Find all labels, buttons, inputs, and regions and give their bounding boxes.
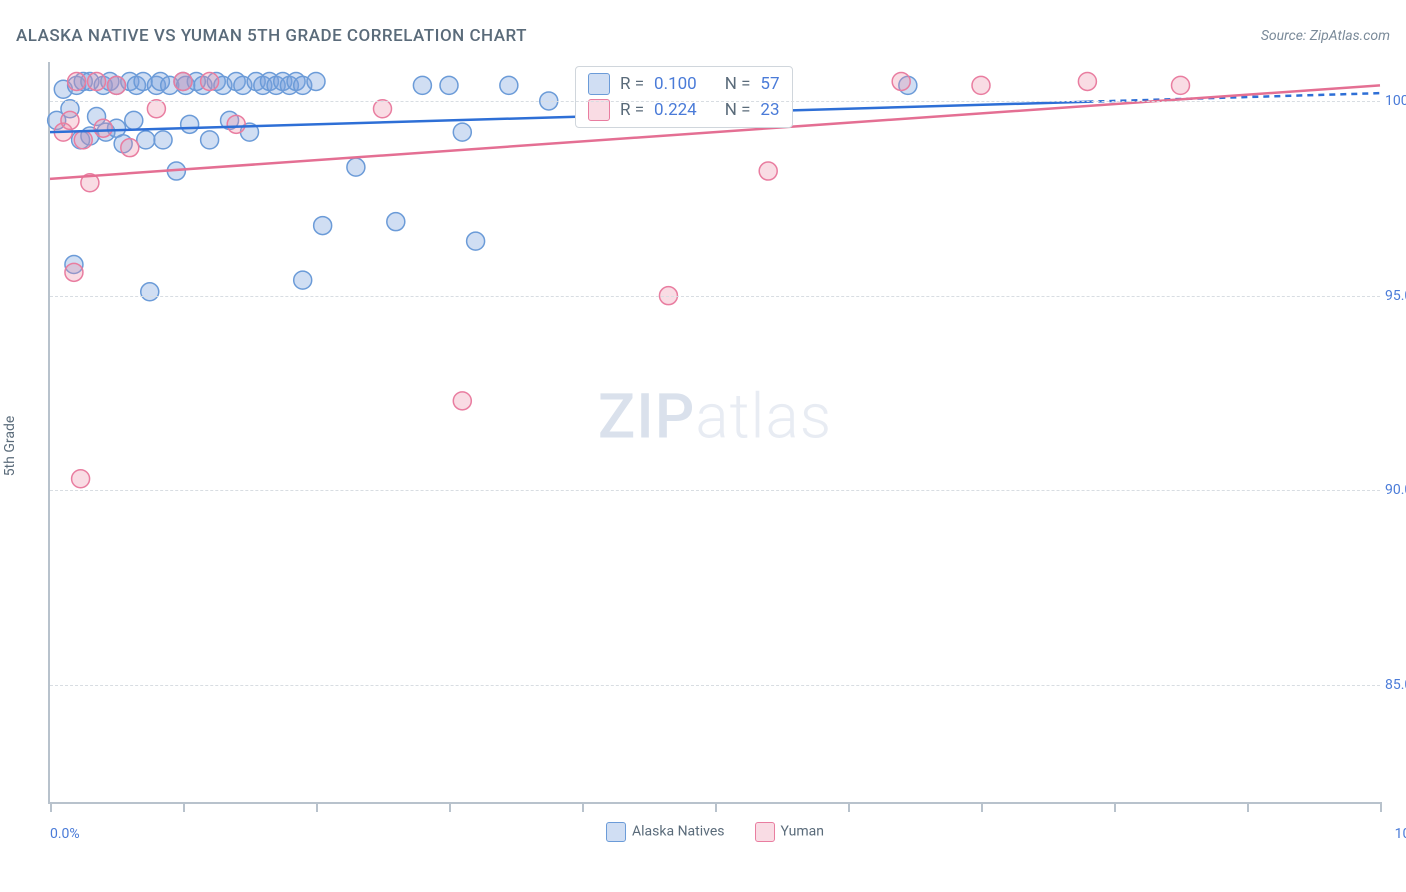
n-label: N =	[725, 100, 751, 120]
x-tick	[715, 802, 717, 812]
chart-header: ALASKA NATIVE VS YUMAN 5TH GRADE CORRELA…	[16, 20, 1390, 52]
alaska-point	[154, 131, 172, 149]
alaska-point	[141, 283, 159, 301]
alaska-point	[137, 131, 155, 149]
y-tick-label: 100.0%	[1385, 93, 1406, 109]
yuman-point	[121, 139, 139, 157]
yuman-point	[759, 162, 777, 180]
yuman-point	[227, 115, 245, 133]
chart-legend: Alaska Natives Yuman	[606, 822, 824, 842]
chart-source: Source: ZipAtlas.com	[1261, 28, 1390, 44]
alaska-point	[387, 213, 405, 231]
y-tick-label: 90.0%	[1385, 482, 1406, 498]
yuman-point	[1078, 72, 1096, 90]
yuman-point	[68, 72, 86, 90]
yuman-point	[61, 111, 79, 129]
yuman-point	[108, 76, 126, 94]
x-tick	[582, 802, 584, 812]
legend-swatch	[606, 822, 626, 842]
x-tick	[1247, 802, 1249, 812]
n-label: N =	[725, 74, 751, 94]
alaska-point	[125, 111, 143, 129]
chart-svg	[50, 62, 1380, 802]
yuman-point	[972, 76, 990, 94]
x-tick	[1114, 802, 1116, 812]
yuman-point	[74, 131, 92, 149]
y-axis-label: 5th Grade	[2, 416, 18, 477]
n-value: 23	[760, 100, 779, 120]
correlation-info-box: R = 0.100 N = 57 R = 0.224 N = 23	[575, 66, 793, 128]
legend-item: Alaska Natives	[606, 822, 725, 842]
x-tick	[1380, 802, 1382, 812]
yuman-point	[88, 72, 106, 90]
legend-label: Alaska Natives	[632, 824, 725, 840]
legend-swatch	[755, 822, 775, 842]
x-tick	[981, 802, 983, 812]
alaska-point	[314, 217, 332, 235]
x-tick	[50, 802, 52, 812]
info-swatch	[588, 99, 610, 121]
r-value: 0.100	[654, 74, 697, 94]
x-axis-max-label: 100.0%	[1395, 826, 1406, 842]
gridline	[50, 296, 1380, 297]
alaska-point	[307, 72, 325, 90]
r-label: R =	[620, 100, 644, 120]
plot-area: ZIPatlas R =0.100N =57R =0.224N =23 0.0%…	[48, 62, 1380, 804]
yuman-point	[94, 119, 112, 137]
alaska-point	[347, 158, 365, 176]
yuman-point	[65, 263, 83, 281]
chart-title: ALASKA NATIVE VS YUMAN 5TH GRADE CORRELA…	[16, 26, 527, 46]
x-tick	[449, 802, 451, 812]
y-tick-label: 95.0%	[1385, 288, 1406, 304]
gridline	[50, 490, 1380, 491]
yuman-point	[374, 100, 392, 118]
r-label: R =	[620, 74, 644, 94]
alaska-point	[181, 115, 199, 133]
yuman-point	[174, 72, 192, 90]
yuman-point	[453, 392, 471, 410]
yuman-point	[201, 72, 219, 90]
r-value: 0.224	[654, 100, 697, 120]
yuman-point	[1172, 76, 1190, 94]
alaska-point	[467, 232, 485, 250]
info-swatch	[588, 73, 610, 95]
n-value: 57	[760, 74, 779, 94]
alaska-point	[440, 76, 458, 94]
yuman-point	[72, 470, 90, 488]
legend-label: Yuman	[781, 824, 824, 840]
x-axis-min-label: 0.0%	[50, 826, 80, 842]
x-tick	[183, 802, 185, 812]
alaska-point	[453, 123, 471, 141]
alaska-point	[201, 131, 219, 149]
yuman-point	[147, 100, 165, 118]
gridline	[50, 685, 1380, 686]
alaska-point	[500, 76, 518, 94]
yuman-point	[892, 72, 910, 90]
legend-item: Yuman	[755, 822, 824, 842]
gridline	[50, 101, 1380, 102]
alaska-point	[413, 76, 431, 94]
alaska-point	[294, 271, 312, 289]
x-tick	[848, 802, 850, 812]
info-row: R = 0.100 N = 57	[588, 71, 780, 97]
x-tick	[316, 802, 318, 812]
y-tick-label: 85.0%	[1385, 677, 1406, 693]
